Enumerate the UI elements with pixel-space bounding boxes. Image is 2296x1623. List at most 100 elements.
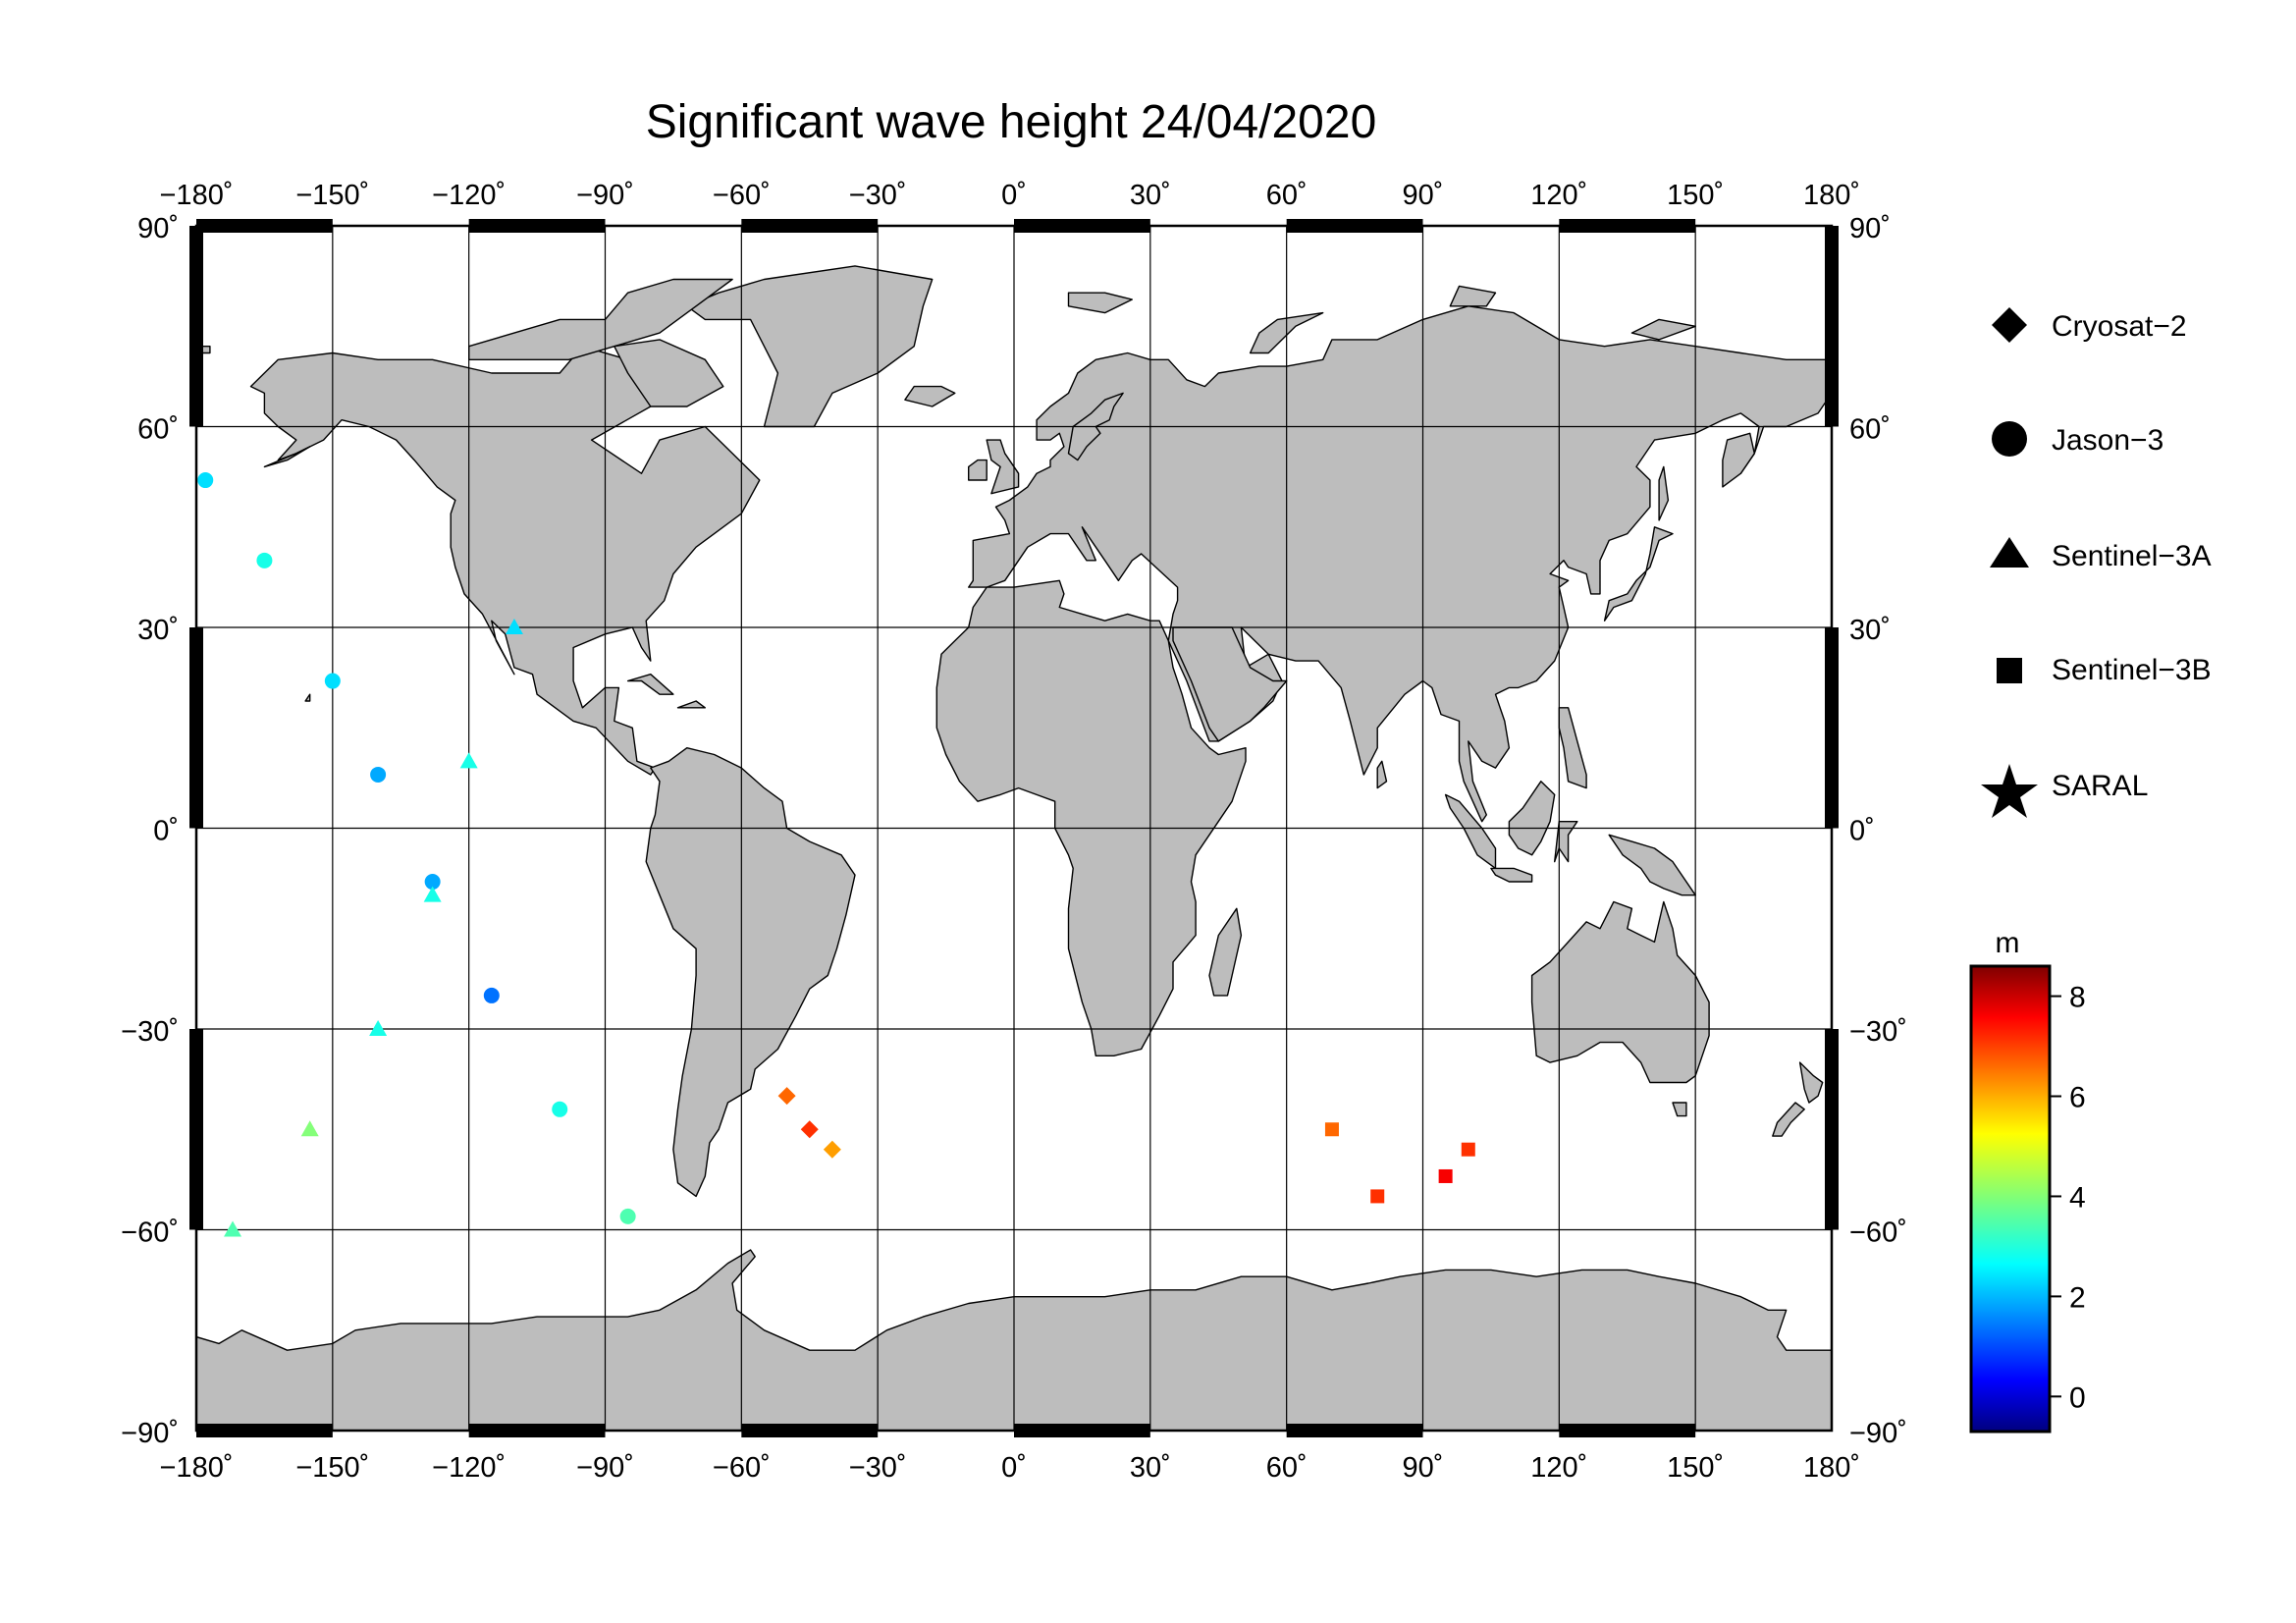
border-segment	[741, 1424, 879, 1437]
lat-tick-label-left: −30˚	[121, 1016, 179, 1048]
lat-tick-label-left: 90˚	[137, 213, 179, 244]
track-point	[777, 1087, 796, 1106]
lat-tick-label-right: −30˚	[1849, 1016, 1907, 1048]
colorbar-tick-label: 0	[2069, 1381, 2086, 1414]
legend-label: Sentinel−3A	[2052, 540, 2212, 572]
triangle-icon	[1990, 537, 2029, 568]
track-point	[370, 766, 387, 783]
track-point	[423, 886, 442, 902]
landmass-new-guinea	[1608, 834, 1696, 896]
border-segment	[468, 219, 606, 233]
landmass-cuba	[626, 674, 674, 695]
lon-tick-label-bottom: −60˚	[713, 1452, 771, 1484]
colorbar-unit: m	[1996, 927, 2020, 959]
legend-label: SARAL	[2052, 770, 2148, 802]
circle-icon	[1992, 421, 2027, 457]
border-segment	[189, 226, 203, 427]
track-point	[823, 1140, 841, 1159]
landmass-new-zealand-south	[1772, 1102, 1805, 1137]
track-sentinel-3a	[224, 619, 523, 1237]
border-segment	[189, 627, 203, 829]
lat-tick-label-right: −60˚	[1849, 1217, 1907, 1249]
lon-tick-label-bottom: −120˚	[432, 1452, 506, 1484]
lon-tick-label-bottom: 30˚	[1130, 1452, 1171, 1484]
lat-tick-label-right: 30˚	[1849, 615, 1891, 646]
border-segment	[741, 219, 879, 233]
landmass-borneo	[1508, 781, 1556, 856]
satellite-legend: Cryosat−2 Jason−3 Sentinel−3A Sentinel−3…	[1981, 307, 2212, 818]
colorbar-tick-label: 2	[2069, 1281, 2086, 1314]
track-point	[483, 987, 500, 1003]
landmass-alaska-peninsula	[263, 446, 311, 468]
landmass-java	[1490, 867, 1533, 883]
lat-tick-label-right: 90˚	[1849, 213, 1891, 244]
lat-tick-label-left: −90˚	[121, 1418, 179, 1449]
track-jason-3	[197, 472, 636, 1224]
lon-tick-label-top: −180˚	[160, 180, 234, 211]
landmass-madagascar	[1208, 907, 1243, 997]
landmass-canadian-arctic-islands	[468, 278, 733, 360]
lat-tick-label-left: 60˚	[137, 414, 179, 446]
track-point	[424, 874, 441, 891]
map-frame	[189, 219, 1839, 1437]
legend-label: Cryosat−2	[2052, 310, 2187, 343]
border-segment	[1014, 1424, 1150, 1437]
legend-item-sentinel-3b: Sentinel−3B	[1997, 654, 2212, 686]
chart-title: Significant wave height 24/04/2020	[646, 96, 1377, 148]
track-point	[324, 673, 341, 689]
legend-label: Sentinel−3B	[2052, 654, 2212, 686]
lon-tick-label-bottom: −90˚	[576, 1452, 634, 1484]
star-icon	[1981, 764, 2038, 818]
colorbar: m 8 6 4 2 0	[1969, 927, 2086, 1434]
landmass-hawaii	[304, 693, 311, 702]
border-segment	[1825, 226, 1839, 427]
lon-tick-label-top: −120˚	[432, 180, 506, 211]
legend-item-jason-3: Jason−3	[1992, 421, 2163, 457]
border-segment	[196, 219, 333, 233]
lon-tick-label-bottom: 90˚	[1403, 1452, 1444, 1484]
lon-tick-label-bottom: 0˚	[1001, 1452, 1027, 1484]
track-point	[300, 1120, 319, 1137]
track-point	[369, 1020, 388, 1036]
lon-tick-label-top: 180˚	[1803, 180, 1860, 211]
colorbar-tick-label: 4	[2069, 1181, 2086, 1214]
lon-tick-label-top: −150˚	[295, 180, 369, 211]
border-segment	[1286, 219, 1423, 233]
landmass-north-america	[249, 346, 761, 776]
landmass-south-america	[645, 747, 856, 1198]
lon-tick-label-bottom: 180˚	[1803, 1452, 1860, 1484]
lat-tick-label-right: 60˚	[1849, 414, 1891, 446]
track-point	[1324, 1122, 1339, 1137]
landmass-baffin-island	[614, 339, 724, 407]
lon-tick-label-top: 60˚	[1266, 180, 1308, 211]
diamond-icon	[1992, 307, 2027, 343]
track-point	[197, 472, 214, 489]
landmass-sri-lanka	[1376, 760, 1388, 789]
legend-item-cryosat-2: Cryosat−2	[1992, 307, 2187, 343]
lon-tick-label-top: −90˚	[576, 180, 634, 211]
legend-item-sentinel-3a: Sentinel−3A	[1990, 537, 2212, 572]
legend-item-saral: SARAL	[1981, 764, 2148, 818]
border-segment	[1559, 219, 1696, 233]
lon-tick-label-top: 150˚	[1667, 180, 1724, 211]
lon-tick-label-top: 90˚	[1403, 180, 1444, 211]
satellite-tracks	[197, 472, 1475, 1237]
lon-tick-label-bottom: −30˚	[849, 1452, 907, 1484]
landmass-svalbard	[1067, 292, 1134, 314]
graticule	[196, 226, 1832, 1431]
colorbar-gradient	[1969, 964, 2052, 1434]
lon-tick-label-top: −60˚	[713, 180, 771, 211]
border-segment	[1286, 1424, 1423, 1437]
border-segment	[1014, 219, 1150, 233]
colorbar-tick-label: 8	[2069, 982, 2086, 1014]
landmass-new-zealand-north	[1798, 1061, 1824, 1104]
landmass-europe-asia	[968, 305, 1832, 823]
border-segment	[1559, 1424, 1696, 1437]
lon-tick-label-bottom: −180˚	[160, 1452, 234, 1484]
border-segment	[1825, 627, 1839, 829]
track-point	[619, 1208, 636, 1224]
landmass-japan	[1603, 526, 1674, 622]
track-point	[224, 1220, 242, 1237]
track-sentinel-3b	[1324, 1122, 1475, 1204]
